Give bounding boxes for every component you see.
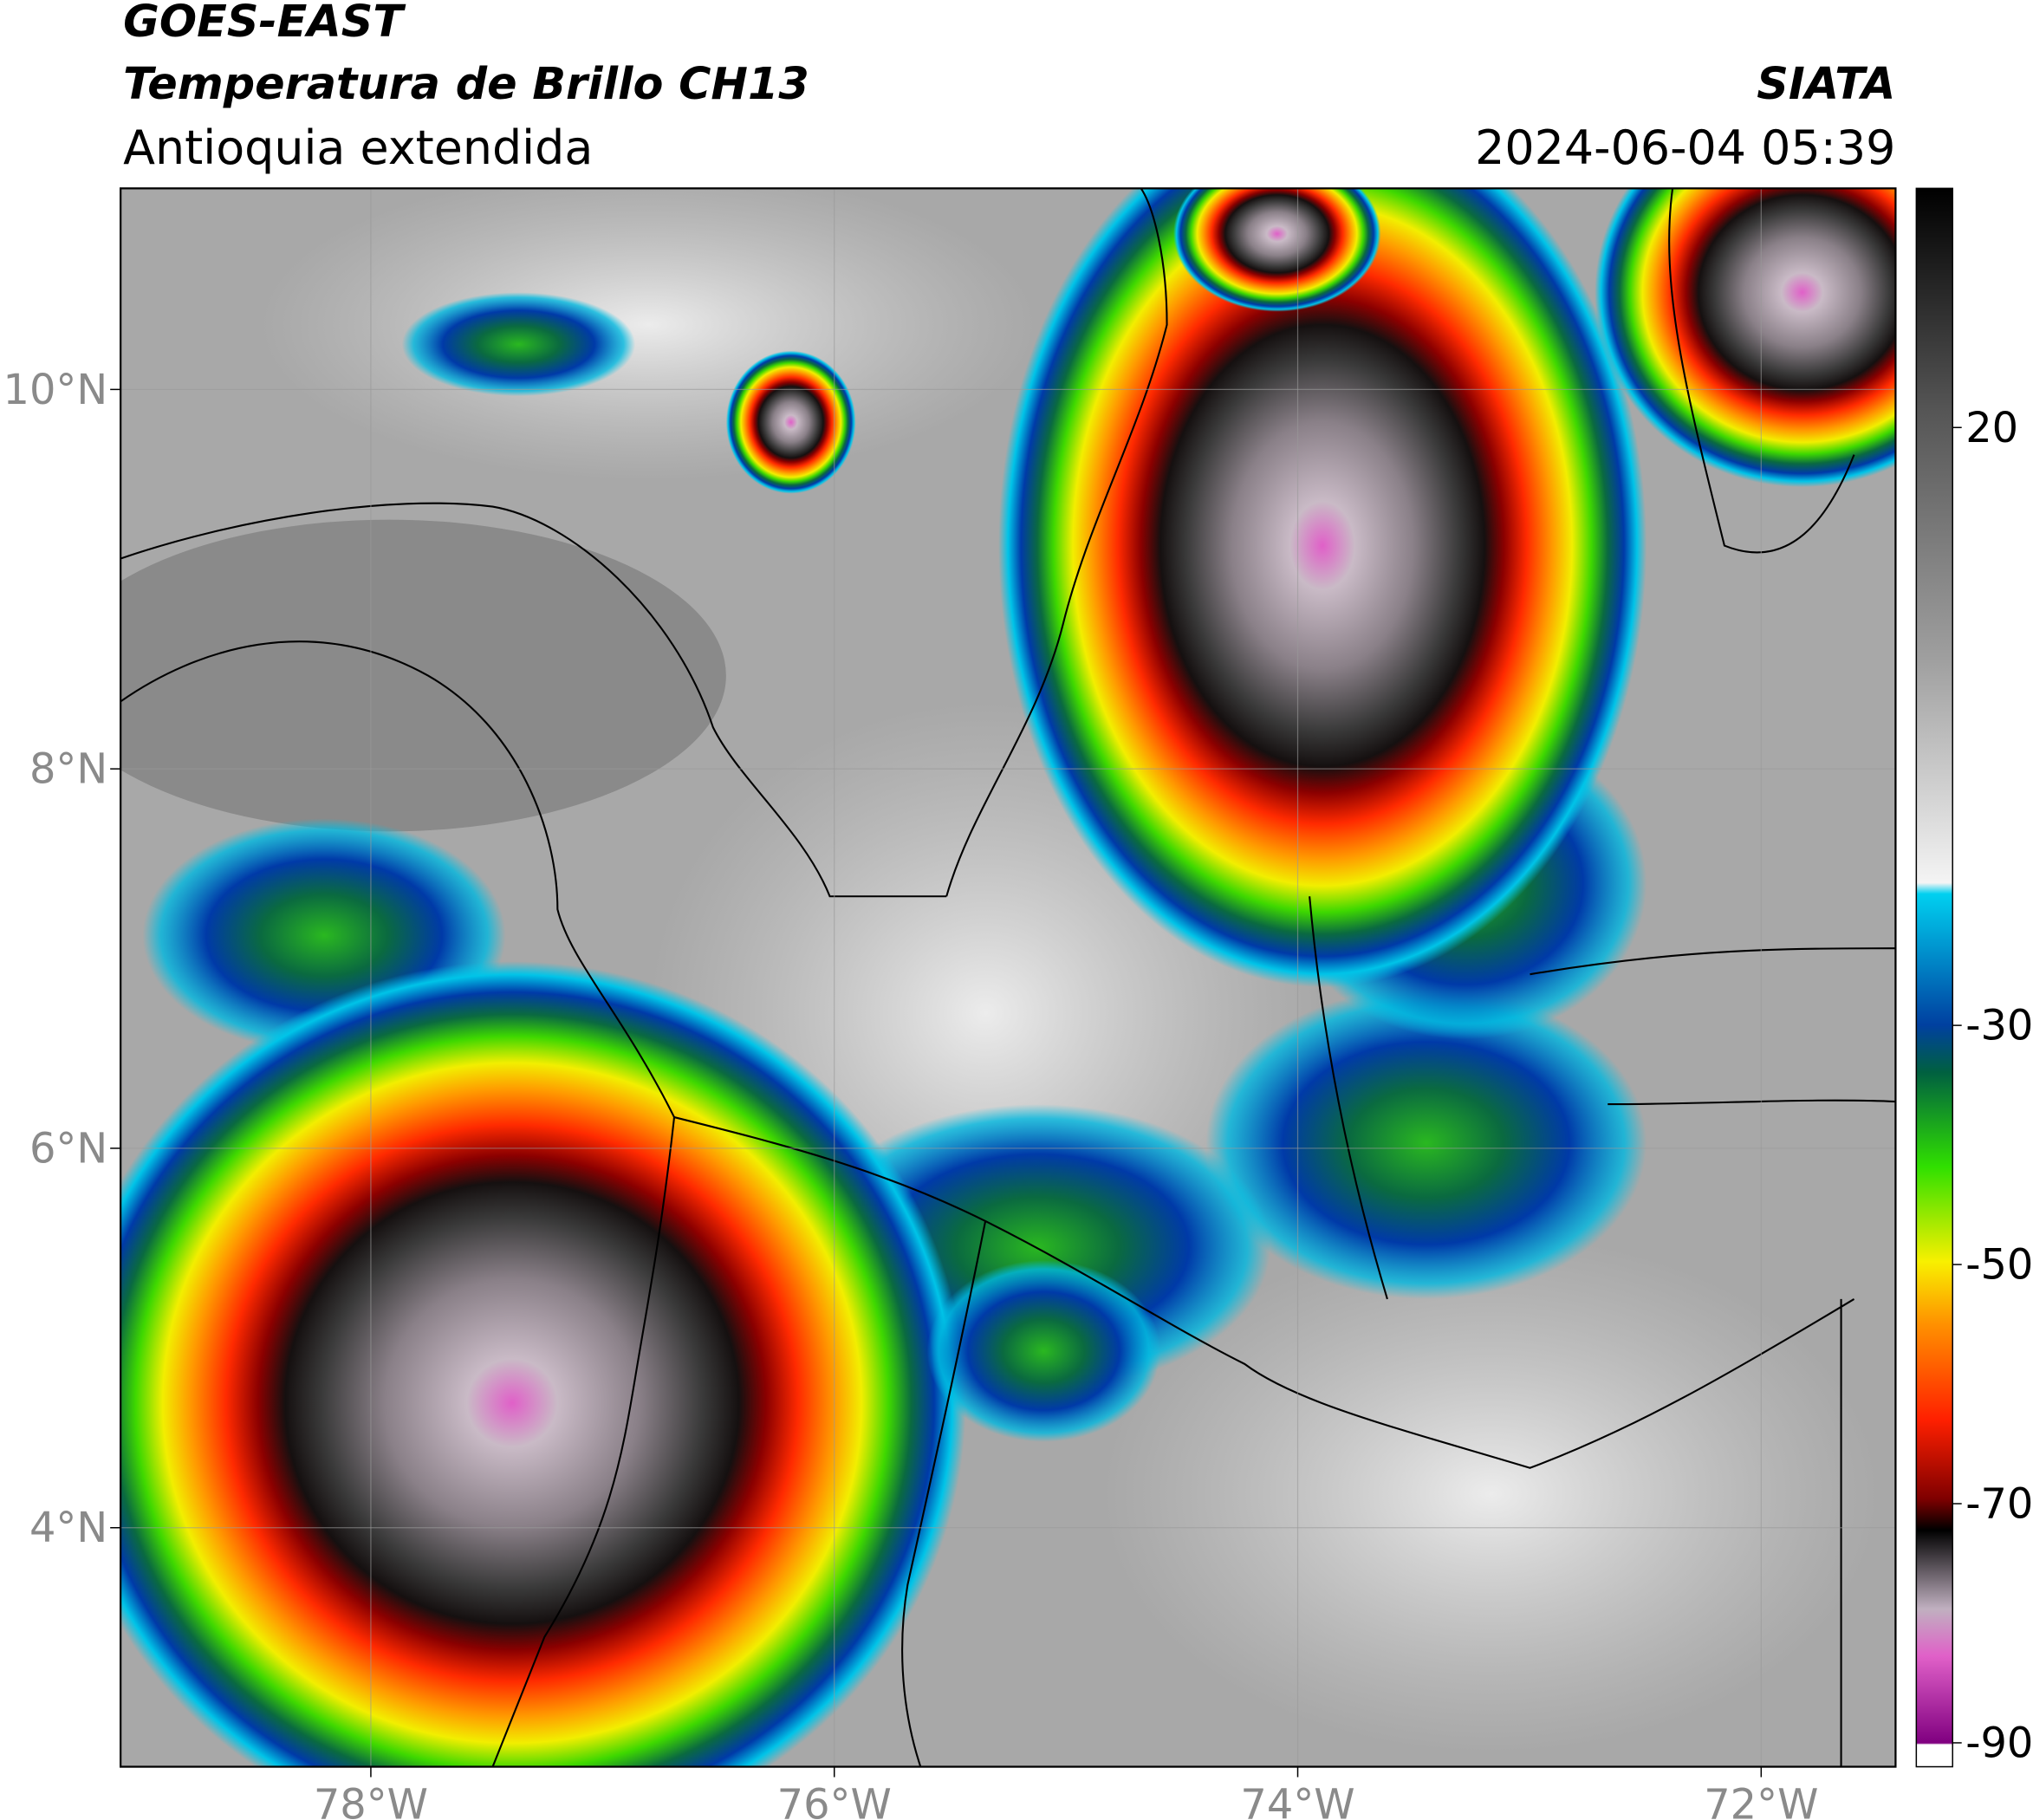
y-tick-label: 10°N (3, 367, 108, 414)
subtitle: Temperatura de Brillo CH13 (123, 59, 809, 110)
x-tick-label: 78°W (314, 1781, 428, 1820)
colorbar-tick-label: -30 (1965, 1003, 2033, 1050)
colorbar (1915, 187, 1953, 1768)
map-frame (120, 187, 1897, 1768)
boundaries (120, 188, 1896, 1767)
x-tick-label: 74°W (1240, 1781, 1354, 1820)
graticule (120, 188, 1896, 1767)
colorbar-tick-label: -90 (1965, 1719, 2033, 1767)
colorbar-tick-label: -50 (1965, 1242, 2033, 1290)
colorbar-tick-label: -70 (1965, 1480, 2033, 1528)
satellite-image (120, 188, 1896, 1767)
colorbar-tick-label: 20 (1965, 405, 2018, 452)
title: GOES-EAST (123, 0, 406, 48)
y-tick-label: 8°N (29, 746, 107, 794)
x-tick-label: 72°W (1704, 1781, 1818, 1820)
y-tick-label: 4°N (29, 1505, 107, 1552)
region: Antioquia extendida (123, 120, 593, 175)
datetime: 2024-06-04 05:39 (1475, 120, 1895, 175)
organization: SIATA (1757, 59, 1895, 110)
y-tick-label: 6°N (29, 1125, 107, 1173)
x-tick-label: 76°W (777, 1781, 892, 1820)
